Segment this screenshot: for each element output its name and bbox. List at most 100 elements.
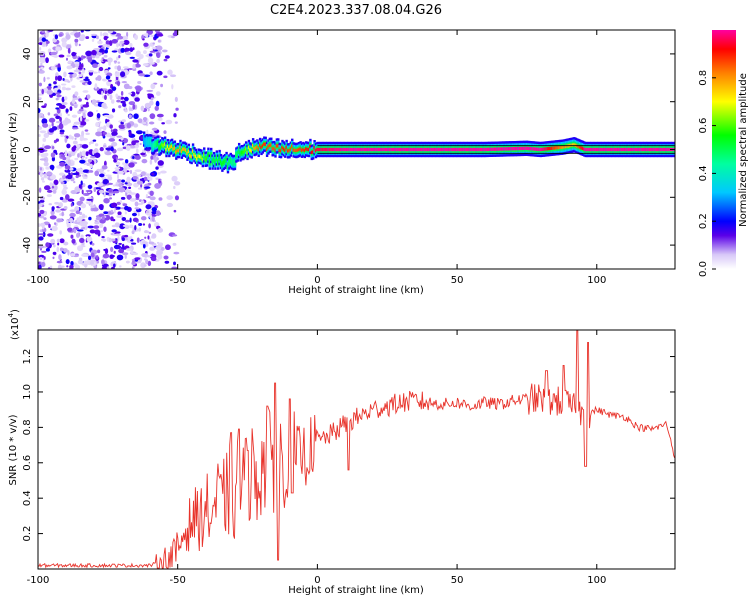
noise-cell bbox=[38, 212, 42, 217]
ridge-cell bbox=[413, 147, 417, 152]
ridge-cell bbox=[332, 147, 336, 152]
noise-cell bbox=[134, 155, 141, 160]
noise-cell bbox=[95, 217, 102, 221]
snr-plot: -100 -50 0 50 100 0.2 0.4 0.6 0.8 1.0 1.2 Height o… bbox=[7, 309, 676, 596]
ridge-cell bbox=[298, 147, 301, 152]
noise-cell bbox=[54, 34, 59, 40]
noise-cell bbox=[67, 159, 72, 166]
noise-cell bbox=[96, 75, 102, 81]
noise-cell bbox=[38, 265, 41, 269]
noise-cell bbox=[48, 203, 52, 206]
noise-cell bbox=[67, 227, 73, 232]
noise-cell bbox=[130, 250, 134, 255]
noise-cell bbox=[71, 127, 79, 130]
ridge-cell bbox=[203, 153, 206, 157]
noise-cell bbox=[157, 227, 164, 233]
ridge-cell bbox=[654, 147, 657, 152]
noise-cell bbox=[99, 146, 104, 152]
ridge-cell bbox=[497, 147, 501, 151]
ridge-cell bbox=[327, 147, 330, 152]
noise-cell bbox=[149, 196, 156, 201]
ridge-cell bbox=[318, 147, 322, 152]
noise-cell bbox=[43, 173, 47, 178]
noise-cell bbox=[121, 81, 128, 84]
noise-cell bbox=[112, 190, 120, 194]
noise-cell bbox=[129, 169, 133, 174]
noise-cell bbox=[79, 125, 84, 128]
colorbar-tick-label: 0.6 bbox=[698, 118, 709, 134]
ridge-cell bbox=[508, 147, 512, 151]
noise-cell bbox=[101, 259, 105, 265]
noise-cell bbox=[89, 155, 97, 159]
ridge-cell bbox=[453, 147, 456, 152]
noise-cell bbox=[92, 207, 99, 212]
noise-cell bbox=[81, 150, 87, 157]
ridge-cell bbox=[528, 146, 531, 151]
noise-cell bbox=[149, 71, 153, 76]
noise-cell bbox=[103, 211, 109, 215]
noise-cell bbox=[102, 178, 109, 185]
noise-cell bbox=[71, 228, 74, 233]
noise-cell bbox=[42, 137, 47, 143]
noise-cell bbox=[90, 261, 95, 265]
noise-cell bbox=[72, 172, 79, 176]
noise-cell bbox=[111, 108, 116, 113]
ridge-cell bbox=[214, 160, 217, 164]
snr-ticks: -100 -50 0 50 100 0.2 0.4 0.6 0.8 1.0 1.2 bbox=[22, 330, 675, 586]
ridge-cell bbox=[581, 146, 585, 150]
noise-cell bbox=[103, 197, 110, 204]
noise-cell bbox=[74, 137, 77, 140]
ridge-cell bbox=[476, 147, 480, 152]
noise-cell bbox=[98, 66, 104, 72]
noise-cell bbox=[108, 138, 116, 142]
noise-cell bbox=[134, 97, 140, 102]
ridge-cell bbox=[631, 147, 635, 152]
noise-cell bbox=[155, 210, 161, 216]
noise-cell bbox=[38, 261, 41, 265]
noise-cell bbox=[141, 121, 147, 125]
noise-cell bbox=[53, 81, 57, 85]
ridge-cell bbox=[303, 148, 307, 153]
ridge-cell bbox=[260, 145, 263, 150]
ridge-cell bbox=[548, 146, 551, 151]
noise-cell bbox=[110, 246, 114, 252]
noise-cell bbox=[143, 230, 150, 234]
noise-cell bbox=[128, 131, 132, 136]
noise-cell bbox=[80, 234, 84, 240]
ridge-cell bbox=[641, 147, 645, 152]
noise-cell bbox=[101, 90, 104, 96]
ridge-cell bbox=[434, 147, 438, 152]
ridge-cell bbox=[612, 147, 615, 152]
ridge-cell bbox=[177, 148, 181, 153]
noise-cell bbox=[157, 39, 161, 43]
noise-cell bbox=[55, 209, 62, 213]
noise-cell bbox=[70, 202, 73, 207]
ridge-cell bbox=[622, 147, 625, 152]
ridge-cell bbox=[383, 147, 386, 152]
snr-ytick-label: 0.2 bbox=[22, 526, 33, 542]
ridge-cell bbox=[149, 140, 153, 144]
noise-cell bbox=[39, 172, 43, 178]
noise-cell bbox=[111, 229, 117, 233]
ridge-cell bbox=[339, 147, 343, 152]
ridge-cell bbox=[563, 145, 566, 149]
noise-cell bbox=[38, 107, 41, 114]
noise-cell bbox=[49, 215, 57, 220]
noise-cell bbox=[148, 121, 155, 125]
noise-cell bbox=[93, 187, 97, 193]
noise-cell bbox=[83, 78, 90, 82]
noise-cell bbox=[52, 256, 55, 260]
noise-cell bbox=[124, 109, 128, 113]
ridge-cell bbox=[610, 147, 614, 152]
noise-cell bbox=[150, 131, 153, 134]
noise-cell bbox=[115, 93, 118, 98]
noise-cell bbox=[129, 107, 134, 112]
noise-cell bbox=[113, 207, 116, 214]
ridge-cell bbox=[455, 147, 459, 152]
noise-cell bbox=[78, 98, 82, 102]
ridge-cell bbox=[279, 149, 283, 153]
ridge-cell bbox=[348, 147, 351, 152]
ridge-cell bbox=[281, 145, 284, 150]
noise-cell bbox=[122, 162, 125, 166]
ridge-cell bbox=[485, 147, 488, 152]
